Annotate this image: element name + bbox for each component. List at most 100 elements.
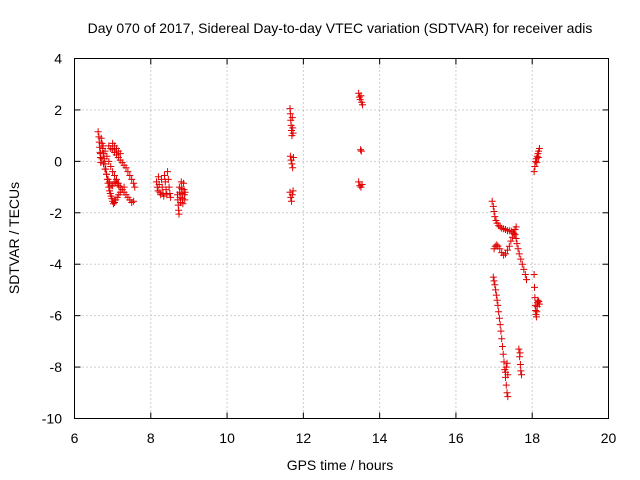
- chart-title: Day 070 of 2017, Sidereal Day-to-day VTE…: [88, 20, 593, 36]
- x-tick-label: 8: [147, 430, 155, 446]
- data-point: [494, 301, 502, 309]
- data-point: [107, 163, 115, 170]
- plot-frame: [74, 58, 609, 419]
- data-point: [496, 223, 504, 231]
- data-point: [516, 349, 524, 357]
- data-point: [492, 286, 500, 294]
- data-point: [522, 276, 530, 284]
- data-point: [161, 172, 169, 179]
- data-point: [288, 197, 296, 205]
- data-point: [495, 314, 503, 322]
- data-point: [128, 175, 136, 183]
- x-tick-labels: 6 8 10 12 14 16 18 20: [71, 430, 617, 446]
- data-point: [488, 197, 496, 205]
- data-point: [512, 235, 520, 242]
- data-point: [507, 237, 515, 245]
- data-point: [98, 155, 106, 163]
- data-point: [517, 255, 525, 263]
- x-tick-label: 12: [296, 430, 312, 446]
- data-point: [357, 146, 365, 154]
- data-point: [289, 154, 297, 161]
- y-axis-label: SDTVAR / TECUs: [6, 182, 22, 294]
- data-point: [101, 165, 109, 173]
- data-point: [535, 145, 543, 152]
- x-tick-label: 14: [372, 430, 388, 446]
- data-point: [516, 361, 524, 368]
- y-tick-label: 2: [54, 102, 62, 118]
- data-point: [163, 191, 171, 199]
- data-point: [493, 241, 501, 249]
- data-point: [515, 250, 523, 258]
- data-point: [289, 164, 297, 172]
- data-point: [513, 240, 521, 248]
- data-point: [531, 283, 539, 291]
- grid-lines: [74, 58, 609, 419]
- data-point: [103, 170, 111, 178]
- data-point: [502, 363, 510, 371]
- data-point: [99, 160, 107, 168]
- data-point: [496, 321, 504, 329]
- data-point: [180, 179, 188, 187]
- data-point: [505, 242, 513, 250]
- data-point: [109, 200, 117, 208]
- data-point: [493, 296, 501, 304]
- data-point: [289, 129, 297, 137]
- data-point: [286, 152, 294, 160]
- x-tick-label: 20: [601, 430, 617, 446]
- data-point: [112, 178, 120, 186]
- data-point: [97, 134, 105, 142]
- data-point: [175, 210, 183, 218]
- data-point: [503, 359, 511, 367]
- data-point: [164, 175, 172, 183]
- data-point: [164, 168, 172, 176]
- data-point: [500, 358, 508, 366]
- data-point: [518, 371, 526, 379]
- data-points: [94, 89, 543, 401]
- data-point: [289, 187, 297, 195]
- data-point: [357, 147, 365, 155]
- x-tick-label: 6: [71, 430, 79, 446]
- data-point: [94, 128, 102, 136]
- data-point: [503, 389, 511, 397]
- data-point: [495, 308, 503, 316]
- data-point: [358, 101, 366, 109]
- data-point: [510, 229, 518, 237]
- data-point: [181, 196, 189, 204]
- data-point: [517, 367, 525, 375]
- data-point: [492, 291, 500, 299]
- data-point: [520, 265, 528, 273]
- data-point: [489, 273, 497, 281]
- data-point: [530, 168, 538, 176]
- data-point: [124, 168, 132, 176]
- data-point: [105, 157, 113, 165]
- data-point: [126, 172, 134, 179]
- data-point: [498, 343, 506, 350]
- data-point: [489, 202, 497, 210]
- data-point: [165, 183, 173, 191]
- data-point: [179, 200, 187, 208]
- data-point: [534, 154, 542, 161]
- data-point: [530, 271, 538, 278]
- y-tick-label: 0: [54, 153, 62, 169]
- data-point: [116, 150, 124, 158]
- axis-ticks: [74, 58, 609, 419]
- data-point: [502, 381, 510, 389]
- data-point: [490, 277, 498, 285]
- data-point: [518, 260, 526, 268]
- y-tick-labels: 4 2 0 -2 -4 -6 -8 -10: [42, 51, 62, 427]
- data-point: [109, 168, 117, 176]
- data-point: [160, 192, 168, 200]
- x-tick-label: 10: [219, 430, 235, 446]
- data-point: [357, 92, 365, 100]
- data-point: [96, 150, 104, 158]
- data-point: [521, 271, 529, 278]
- data-point: [502, 250, 510, 258]
- data-point: [508, 233, 516, 241]
- data-point: [531, 163, 539, 170]
- data-point: [503, 246, 511, 254]
- data-point: [514, 245, 522, 253]
- data-point: [111, 172, 119, 179]
- data-point: [533, 159, 541, 167]
- data-point: [130, 179, 138, 187]
